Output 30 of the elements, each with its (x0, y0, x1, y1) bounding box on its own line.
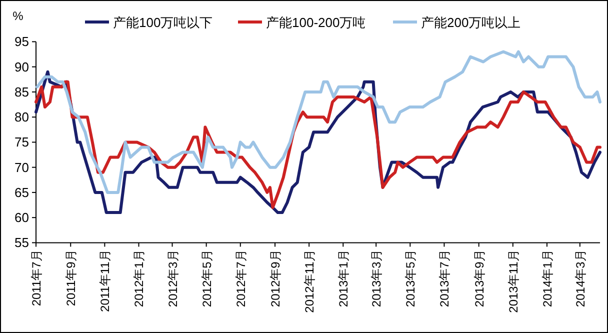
x-tick-label: 2012年9月 (268, 250, 282, 308)
legend-label: 产能100万吨以下 (113, 15, 213, 30)
x-tick-label: 2013年1月 (336, 250, 351, 308)
y-tick-label: 65 (14, 184, 29, 200)
x-tick-label: 2013年9月 (472, 250, 486, 308)
x-tick-label: 2011年7月 (30, 250, 44, 306)
y-tick-label: 90 (14, 59, 29, 74)
y-tick-label: 55 (14, 235, 29, 250)
x-tick-label: 2011年9月 (64, 250, 78, 306)
x-tick-label: 2013年3月 (370, 250, 384, 308)
x-tick-label: 2013年11月 (506, 250, 520, 313)
x-tick-label: 2014年3月 (573, 250, 588, 308)
y-tick-label: 85 (14, 84, 29, 100)
x-tick-label: 2011年11月 (98, 250, 112, 312)
legend-label: 产能200万吨以上 (421, 15, 521, 30)
y-tick-label: 80 (14, 110, 29, 125)
y-axis-title: % (12, 9, 24, 23)
x-tick-label: 2013年7月 (438, 250, 452, 308)
legend-label: 产能100-200万吨 (266, 15, 366, 30)
x-tick-label: 2012年11月 (302, 250, 317, 313)
x-tick-label: 2012年7月 (234, 250, 248, 308)
y-tick-label: 75 (14, 134, 29, 150)
x-tick-label: 2014年1月 (540, 250, 554, 308)
x-tick-label: 2013年5月 (404, 250, 418, 308)
x-tick-label: 2012年1月 (132, 250, 146, 308)
x-tick-label: 2012年5月 (200, 250, 214, 308)
y-tick-label: 95 (14, 34, 29, 50)
y-tick-label: 70 (14, 160, 29, 175)
y-tick-label: 60 (14, 210, 29, 226)
x-tick-label: 2012年3月 (166, 250, 180, 308)
